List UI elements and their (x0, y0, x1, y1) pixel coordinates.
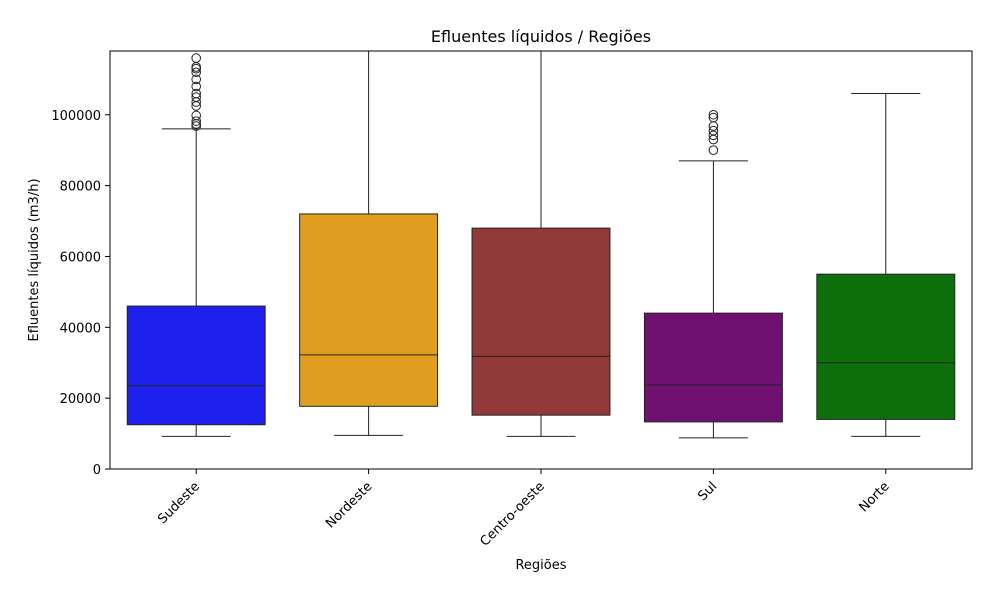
box-group-centro-oeste (471, 51, 611, 437)
y-tick-label: 100000 (51, 109, 101, 124)
x-tick-label: Nordeste (323, 479, 375, 531)
plot-content (126, 51, 956, 439)
box-sul (643, 312, 783, 423)
outlier-point (191, 116, 201, 126)
x-tick-label: Sudeste (155, 479, 203, 527)
x-tick-label: Centro-oeste (478, 479, 548, 549)
box-group-sul (643, 109, 783, 439)
box-sudeste (126, 305, 266, 426)
outlier-point (708, 112, 719, 123)
x-tick-label: Sul (695, 479, 720, 504)
y-tick-label: 40000 (60, 321, 101, 336)
y-tick-label: 80000 (60, 180, 101, 195)
x-axis-label: Regiões (515, 558, 566, 573)
box-group-norte (816, 93, 956, 437)
outlier-point (191, 88, 201, 99)
y-tick-label: 20000 (60, 392, 101, 407)
x-axis: Sudeste Nordeste Centro-oeste Sul Norte (155, 469, 893, 550)
outlier-point (191, 92, 201, 102)
outlier-point (708, 145, 719, 155)
box-nordeste (299, 213, 439, 407)
outlier-point (191, 67, 201, 78)
box-group-sudeste (126, 53, 266, 437)
y-tick-label: 0 (93, 463, 101, 478)
outlier-point (191, 74, 201, 85)
chart-title: Efluentes líquidos / Regiões (431, 27, 651, 46)
box-norte (816, 273, 956, 420)
outlier-point (708, 125, 719, 136)
box-centro-oeste (471, 227, 611, 416)
outlier-point (191, 53, 201, 63)
y-tick-label: 60000 (60, 250, 101, 265)
outlier-point (191, 110, 201, 121)
box-group-nordeste (299, 51, 439, 436)
outlier-point (708, 130, 719, 141)
outlier-point (191, 81, 201, 92)
outlier-point (708, 109, 719, 120)
x-tick-label: Norte (856, 479, 892, 515)
y-axis-label: Efluentes líquidos (m3/h) (27, 178, 42, 341)
y-axis: 0 20000 40000 60000 80000 100000 (51, 109, 110, 478)
